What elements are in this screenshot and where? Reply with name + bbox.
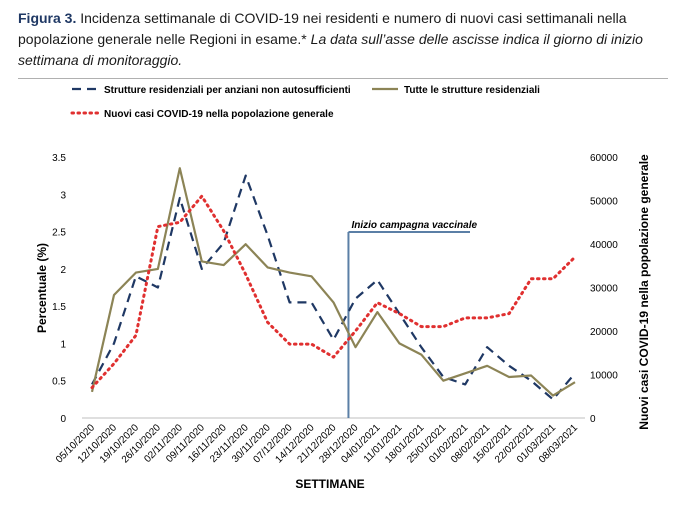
y-tick-label: 1 — [60, 339, 66, 350]
y2-tick-label: 60000 — [590, 153, 618, 164]
y2-tick-label: 30000 — [590, 284, 618, 295]
caption-note: La data sull’asse delle ascisse indica i… — [18, 31, 643, 68]
y-tick-label: 3.5 — [52, 153, 66, 164]
y-axis-title: Percentuale (%) — [35, 243, 49, 333]
annotation-label: Inizio campagna vaccinale — [351, 220, 477, 231]
y-tick-label: 2 — [60, 265, 66, 276]
legend-label-3: Nuovi casi COVID-19 nella popolazione ge… — [104, 109, 334, 120]
y2-tick-label: 0 — [590, 414, 596, 425]
caption-divider — [18, 78, 668, 79]
y-tick-label: 0.5 — [52, 377, 66, 388]
series-line-2 — [90, 167, 576, 397]
y-tick-label: 3 — [60, 190, 66, 201]
y-tick-label: 0 — [60, 414, 66, 425]
series-line-3 — [90, 194, 577, 390]
chart-series — [90, 167, 577, 401]
y-tick-label: 1.5 — [52, 302, 66, 313]
legend: Strutture residenziali per anziani non a… — [70, 85, 540, 120]
x-axis-title: SETTIMANE — [295, 477, 364, 491]
y2-tick-label: 40000 — [590, 240, 618, 251]
y2-tick-label: 20000 — [590, 327, 618, 338]
y2-tick-label: 10000 — [590, 371, 618, 382]
legend-label-1: Strutture residenziali per anziani non a… — [104, 85, 351, 96]
y2-axis-title: Nuovi casi COVID-19 nella popolazione ge… — [637, 154, 651, 430]
y-tick-label: 2.5 — [52, 228, 66, 239]
y2-tick-label: 50000 — [590, 197, 618, 208]
caption-label: Figura 3. — [18, 10, 77, 26]
vaccination-annotation: Inizio campagna vaccinale — [347, 220, 477, 418]
legend-label-2: Tutte le strutture residenziali — [404, 85, 540, 96]
series-line-1 — [91, 174, 576, 401]
caption-text: Incidenza settimanale di COVID-19 nei re… — [18, 10, 627, 47]
figure-caption: Figura 3. Incidenza settimanale di COVID… — [18, 8, 668, 71]
